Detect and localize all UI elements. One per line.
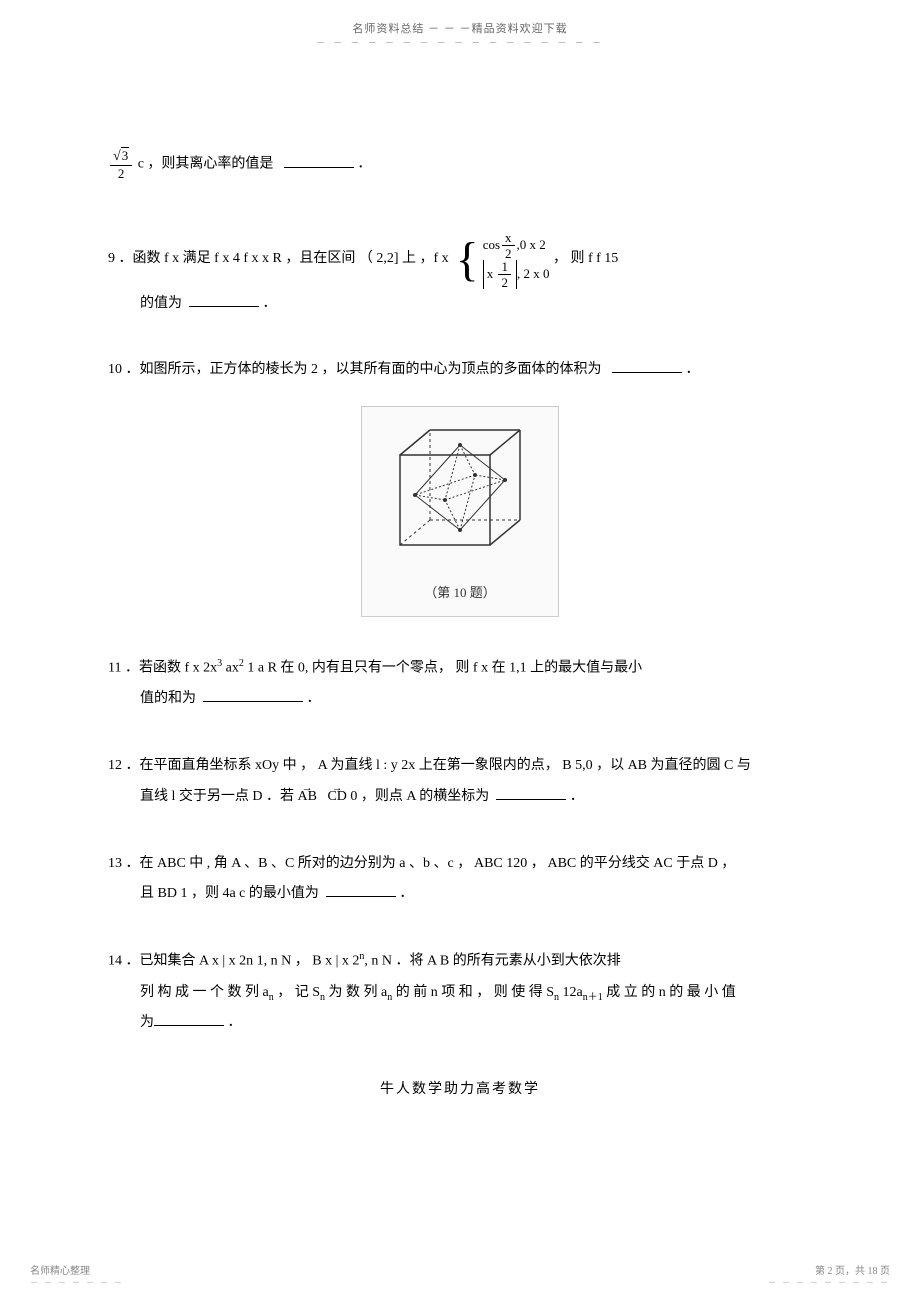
doc-footer: 名师精心整理 － － － － － － － 第 2 页，共 18 页 － － － … — [0, 1262, 920, 1288]
slogan: 牛人数学助力高考数学 — [108, 1075, 812, 1106]
p14-t1: 14 ．已知集合 A x | x 2n 1, n N ， B x | x 2 — [108, 954, 359, 969]
footer-right-text: 第 2 页，共 18 页 — [768, 1262, 890, 1277]
cube-svg-icon — [370, 415, 550, 575]
p12-line1: 12 ．在平面直角坐标系 xOy 中 ， A 为直线 l : y 2x 上在第一… — [108, 751, 812, 782]
p14-t4: ， 记 S — [274, 985, 320, 1000]
answer-blank — [612, 359, 682, 373]
sub-n1: n＋1 — [583, 991, 603, 1002]
footer-right-dots: － － － － － － － － － — [768, 1277, 890, 1288]
p11-t1: 11 ．若函数 f x 2x — [108, 660, 217, 675]
problem-11: 11 ．若函数 f x 2x3 ax2 1 a R 在 0, 内有且只有一个零点… — [108, 653, 812, 715]
footer-left-dots: － － － － － － － — [30, 1277, 124, 1288]
p8-period: ． — [357, 157, 371, 172]
piecewise-function: { cos x 2 ,0 x 2 x — [456, 231, 550, 289]
answer-blank — [189, 293, 259, 307]
footer-left: 名师精心整理 － － － － － － － — [30, 1262, 124, 1288]
cube-image-box: （第 10 题） — [361, 406, 559, 617]
answer-blank — [203, 688, 303, 702]
vector-ab: →AB — [298, 782, 317, 813]
p11-line2: 值的和为 — [140, 691, 196, 706]
answer-blank — [496, 786, 566, 800]
p11-t2: ax — [222, 660, 239, 675]
p13-line1: 13 ．在 ABC 中 , 角 A 、B 、C 所对的边分别为 a 、b 、c … — [108, 849, 812, 880]
p14-t9: 为 — [140, 1015, 154, 1030]
content-area: √3 2 c ，则其离心率的值是 ． 9 ．函数 f x 满足 f x 4 f … — [0, 49, 920, 1146]
p9-line2-wrap: 的值为 ． — [108, 289, 812, 320]
frac-1-2: 1 2 — [498, 260, 511, 289]
p9-prefix: 9 ．函数 f x 满足 f x 4 f x x R ，且在区间 （ 2,2] … — [108, 244, 449, 275]
p10-text: 10 ．如图所示，正方体的棱长为 2 ，以其所有面的中心为顶点的多面体的体积为 — [108, 362, 602, 377]
figure-caption: （第 10 题） — [370, 579, 550, 608]
piece-row-1: cos x 2 ,0 x 2 — [483, 231, 550, 260]
frac-x-2: x 2 — [502, 231, 515, 260]
p13-t2: 且 BD 1 ，则 4a c 的最小值为 — [140, 886, 319, 901]
answer-blank — [326, 883, 396, 897]
answer-blank — [154, 1012, 224, 1026]
frac-den: 2 — [115, 166, 128, 180]
p14-period: ． — [228, 1015, 242, 1030]
problem-12: 12 ．在平面直角坐标系 xOy 中 ， A 为直线 l : y 2x 上在第一… — [108, 751, 812, 813]
p11-t3: 1 a R 在 0, 内有且只有一个零点， 则 f x 在 1,1 上的最大值与… — [244, 660, 642, 675]
piece-row-2: x 1 2 , 2 x 0 — [483, 260, 550, 289]
header-dots: － － － － － － － － － － － － － － － － － — [0, 36, 920, 49]
p12-t3: 0 ，则点 A 的横坐标为 — [350, 789, 489, 804]
p14-t2: , n N ．将 A B 的所有元素从小到大依次排 — [364, 954, 620, 969]
p11-period: ． — [307, 691, 321, 706]
cube-figure: （第 10 题） — [108, 406, 812, 617]
p9-line2: 的值为 — [140, 296, 182, 311]
answer-blank — [284, 154, 354, 168]
p12-t2: 直线 l 交于另一点 D ．若 — [140, 789, 298, 804]
p10-period: ． — [686, 362, 700, 377]
brace-icon: { — [456, 236, 479, 284]
doc-header: 名师资料总结 － － －精品资料欢迎下载 － － － － － － － － － －… — [0, 0, 920, 49]
frac-sqrt3-over-2: √3 2 — [110, 149, 132, 180]
p9-period: ． — [263, 296, 277, 311]
footer-left-text: 名师精心整理 — [30, 1262, 124, 1277]
problem-10: 10 ．如图所示，正方体的棱长为 2 ，以其所有面的中心为顶点的多面体的体积为 … — [108, 355, 812, 616]
problem-9: 9 ．函数 f x 满足 f x 4 f x x R ，且在区间 （ 2,2] … — [108, 231, 812, 320]
problem-14: 14 ．已知集合 A x | x 2n 1, n N ， B x | x 2n,… — [108, 946, 812, 1039]
p8-text: c ，则其离心率的值是 — [138, 157, 274, 172]
p13-period: ． — [399, 886, 413, 901]
p14-t3: 列 构 成 一 个 数 列 a — [140, 985, 269, 1000]
p12-period: ． — [570, 789, 584, 804]
p14-t6: 的 前 n 项 和 ， 则 使 得 S — [392, 985, 554, 1000]
header-title: 名师资料总结 － － －精品资料欢迎下载 — [0, 20, 920, 36]
problem-13: 13 ．在 ABC 中 , 角 A 、B 、C 所对的边分别为 a 、b 、c … — [108, 849, 812, 911]
p14-t5: 为 数 列 a — [325, 985, 387, 1000]
vector-cd: →CD — [327, 782, 346, 813]
abs-value: x 1 2 — [483, 260, 517, 289]
p14-t7: 12a — [559, 985, 583, 1000]
footer-right: 第 2 页，共 18 页 － － － － － － － － － — [768, 1262, 890, 1288]
frac-num: √3 — [110, 149, 132, 166]
problem-8-tail: √3 2 c ，则其离心率的值是 ． — [108, 149, 812, 181]
p14-t8: 成 立 的 n 的 最 小 值 — [603, 985, 736, 1000]
p9-suffix: ， 则 f f 15 — [553, 244, 618, 275]
